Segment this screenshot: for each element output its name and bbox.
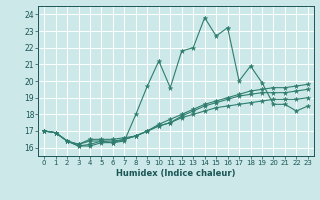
X-axis label: Humidex (Indice chaleur): Humidex (Indice chaleur) — [116, 169, 236, 178]
